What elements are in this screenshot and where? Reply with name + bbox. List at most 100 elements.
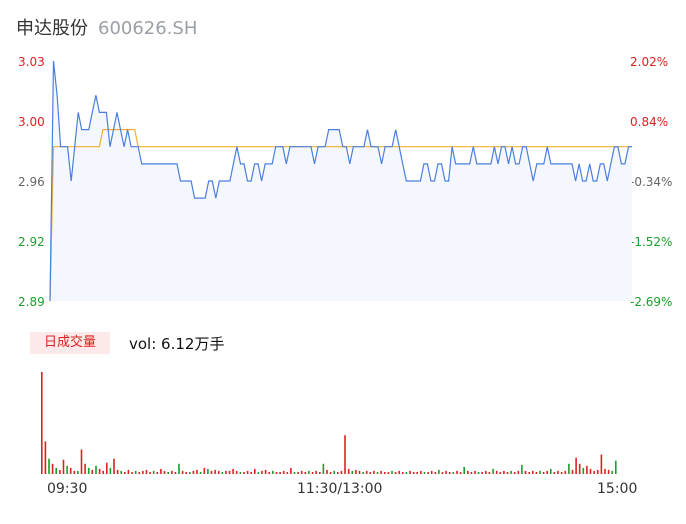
volume-bar bbox=[420, 470, 422, 474]
volume-bar bbox=[329, 472, 332, 474]
volume-bar bbox=[232, 468, 234, 474]
volume-bar bbox=[131, 472, 133, 474]
volume-bar bbox=[91, 469, 94, 474]
volume-bar bbox=[290, 467, 292, 474]
volume-bar bbox=[445, 470, 447, 474]
volume-bar bbox=[611, 470, 613, 474]
volume-bar bbox=[539, 470, 541, 474]
stock-name: 申达股份 bbox=[16, 18, 88, 39]
volume-bar bbox=[142, 470, 144, 474]
volume-bar bbox=[582, 467, 585, 474]
volume-bar bbox=[358, 470, 361, 474]
volume-bar bbox=[189, 472, 191, 474]
volume-bar bbox=[62, 459, 65, 474]
volume-bar bbox=[423, 472, 426, 474]
volume-bar bbox=[282, 470, 285, 474]
volume-bar bbox=[261, 470, 263, 474]
volume-bar bbox=[474, 470, 476, 474]
volume-bar bbox=[394, 472, 397, 474]
volume-bar bbox=[145, 469, 148, 474]
volume-bar bbox=[604, 468, 606, 474]
volume-bar bbox=[116, 469, 119, 474]
volume-bar bbox=[51, 463, 54, 474]
volume-bar bbox=[365, 470, 368, 474]
volume-bar bbox=[452, 472, 455, 474]
volume-bar bbox=[69, 467, 72, 474]
volume-bar bbox=[272, 470, 274, 474]
volume-bar bbox=[152, 470, 155, 474]
volume-bar bbox=[376, 472, 379, 474]
volume-bar bbox=[250, 472, 252, 474]
volume-bar bbox=[384, 472, 386, 474]
volume-bar bbox=[416, 472, 418, 474]
volume-bar bbox=[499, 472, 502, 474]
volume-bar bbox=[434, 472, 437, 474]
volume-bar bbox=[55, 467, 57, 474]
volume-bar bbox=[557, 470, 559, 474]
volume-bar bbox=[199, 472, 202, 474]
volume-bar bbox=[564, 470, 567, 474]
volume-bar bbox=[488, 472, 491, 474]
volume-bar bbox=[124, 472, 126, 474]
volume-bar bbox=[568, 463, 570, 474]
volume-bar bbox=[87, 467, 90, 474]
volume-bar bbox=[95, 465, 97, 474]
y-tick-left-4: 2.89 bbox=[18, 295, 45, 309]
volume-bar bbox=[528, 472, 530, 474]
volume-bar bbox=[485, 470, 487, 474]
volume-bar bbox=[207, 468, 209, 474]
stock-title: 申达股份 600626.SH bbox=[16, 14, 197, 40]
volume-bar bbox=[315, 470, 317, 474]
volume-bar bbox=[412, 472, 415, 474]
volume-bar bbox=[319, 472, 321, 474]
volume-bar bbox=[326, 469, 328, 474]
volume-bar bbox=[127, 469, 130, 474]
volume-bar bbox=[308, 470, 310, 474]
volume-bar bbox=[398, 470, 400, 474]
volume-bar bbox=[405, 472, 408, 474]
volume-bar bbox=[477, 472, 480, 474]
volume-bar bbox=[510, 470, 512, 474]
volume-bar bbox=[80, 449, 83, 474]
volume-bar bbox=[134, 470, 137, 474]
x-tick-open: 09:30 bbox=[47, 481, 88, 497]
volume-bar bbox=[210, 470, 213, 474]
stock-code: 600626.SH bbox=[98, 18, 198, 39]
volume-bar bbox=[402, 472, 404, 474]
volume-bar bbox=[347, 468, 350, 474]
volume-bar bbox=[387, 472, 390, 474]
volume-bar bbox=[228, 470, 231, 474]
x-tick-midday: 11:30/13:00 bbox=[297, 481, 383, 497]
daily-volume-badge: 日成交量 bbox=[30, 332, 110, 354]
volume-bar bbox=[333, 470, 335, 474]
volume-bar bbox=[607, 469, 610, 474]
volume-bar bbox=[264, 469, 267, 474]
volume-bar bbox=[297, 472, 299, 474]
volume-bar bbox=[192, 470, 195, 474]
volume-readout: vol: 6.12万手 bbox=[129, 335, 225, 353]
volume-bar bbox=[214, 469, 216, 474]
volume-bar bbox=[149, 472, 151, 474]
volume-bar bbox=[344, 435, 346, 474]
volume-bar bbox=[48, 458, 50, 474]
volume-bar bbox=[380, 470, 382, 474]
y-tick-left-2: 2.96 bbox=[18, 175, 45, 189]
volume-bar bbox=[589, 468, 592, 474]
volume-bar bbox=[470, 472, 473, 474]
volume-bar bbox=[163, 470, 166, 474]
volume-bar bbox=[513, 472, 516, 474]
y-tick-right-0: 2.02% bbox=[630, 55, 669, 69]
volume-bar bbox=[66, 465, 68, 474]
volume-bar bbox=[463, 466, 465, 474]
volume-bar bbox=[254, 468, 256, 474]
volume-bar bbox=[438, 469, 440, 474]
volume-bar bbox=[98, 468, 101, 474]
volume-bar bbox=[615, 460, 617, 474]
volume-bar bbox=[448, 472, 451, 474]
y-tick-right-3: -1.52% bbox=[630, 235, 673, 249]
volume-bar bbox=[340, 470, 343, 474]
volume-bar bbox=[178, 463, 180, 474]
x-tick-close: 15:00 bbox=[597, 481, 638, 497]
volume-bar bbox=[275, 472, 278, 474]
volume-bar bbox=[167, 472, 169, 474]
